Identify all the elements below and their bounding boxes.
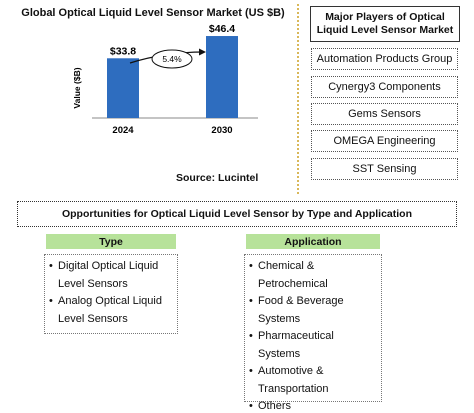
list-item: Digital Optical Liquid Level Sensors bbox=[49, 258, 171, 293]
type-list: Digital Optical Liquid Level Sensors Ana… bbox=[49, 258, 171, 328]
list-item: Food & Beverage Systems bbox=[249, 293, 375, 328]
player-item: Cynergy3 Components bbox=[311, 76, 458, 98]
list-item: Pharmaceutical Systems bbox=[249, 328, 375, 363]
chart-title: Global Optical Liquid Level Sensor Marke… bbox=[21, 7, 285, 19]
growth-callout: 5.4% bbox=[129, 48, 206, 69]
list-item: Analog Optical Liquid Level Sensors bbox=[49, 293, 171, 328]
list-item: Chemical & Petrochemical bbox=[249, 258, 375, 293]
growth-rate-label: 5.4% bbox=[162, 54, 182, 64]
player-item: Gems Sensors bbox=[311, 103, 458, 125]
application-heading: Application bbox=[246, 234, 380, 249]
application-list: Chemical & Petrochemical Food & Beverage… bbox=[249, 258, 375, 413]
opportunities-title: Opportunities for Optical Liquid Level S… bbox=[17, 201, 457, 227]
bar-2024 bbox=[107, 58, 139, 118]
growth-arrow-head bbox=[199, 48, 206, 56]
players-title: Major Players of Optical Liquid Level Se… bbox=[310, 6, 460, 42]
x-tick-label: 2030 bbox=[211, 125, 232, 136]
y-axis-label: Value ($B) bbox=[72, 67, 82, 108]
type-heading: Type bbox=[46, 234, 176, 249]
application-list-box: Chemical & Petrochemical Food & Beverage… bbox=[244, 254, 382, 413]
list-item: Others bbox=[249, 398, 375, 413]
list-item: Automotive & Transportation bbox=[249, 363, 375, 398]
type-list-box: Digital Optical Liquid Level Sensors Ana… bbox=[44, 254, 178, 334]
player-item: SST Sensing bbox=[311, 158, 458, 180]
player-item: Automation Products Group bbox=[311, 48, 458, 70]
player-item: OMEGA Engineering bbox=[311, 130, 458, 152]
market-bar-chart: Value ($B) $33.8 2024 $46.4 2030 5.4% bbox=[72, 23, 258, 136]
growth-ellipse bbox=[151, 49, 193, 69]
source-label: Source: Lucintel bbox=[176, 172, 259, 184]
bar-value-label: $33.8 bbox=[110, 45, 136, 57]
section-divider bbox=[297, 4, 299, 194]
bar-2030 bbox=[206, 36, 238, 118]
x-tick-label: 2024 bbox=[112, 125, 134, 136]
bar-value-label: $46.4 bbox=[209, 23, 235, 35]
